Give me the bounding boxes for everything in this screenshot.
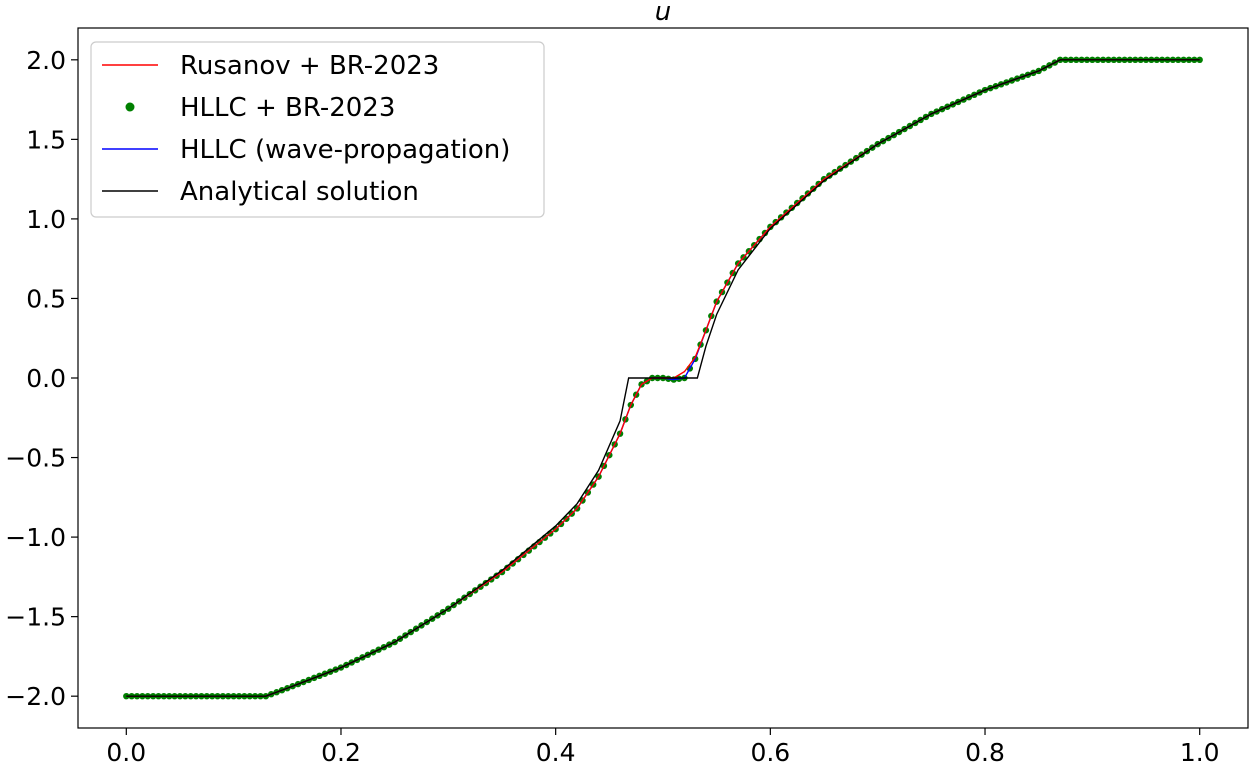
x-tick-label: 0.8: [965, 738, 1005, 767]
series-analytical-solution: [126, 59, 1200, 697]
x-tick-label: 0.6: [750, 738, 790, 767]
y-tick-label: −1.0: [5, 523, 66, 552]
y-tick-label: 1.5: [26, 125, 66, 154]
y-tick-label: 0.0: [26, 364, 66, 393]
legend: Rusanov + BR-2023 HLLC + BR-2023 HLLC (wav…: [90, 41, 545, 218]
y-tick-label: −0.5: [5, 444, 66, 473]
y-tick-label: 0.5: [26, 284, 66, 313]
x-tick-label: 0.4: [536, 738, 576, 767]
y-axis: −2.0 −1.5 −1.0 −0.5 0.0 0.5 1.0 1.5 2.0: [5, 46, 78, 711]
x-axis: 0.0 0.2 0.4 0.6 0.8 1.0: [106, 728, 1220, 767]
legend-label-rusanov-br-2023: Rusanov + BR-2023: [180, 51, 439, 81]
x-tick-label: 1.0: [1180, 738, 1220, 767]
x-tick-label: 0.0: [106, 738, 146, 767]
chart-title: u: [655, 0, 671, 27]
plot-series: [123, 56, 1203, 700]
y-tick-label: 1.0: [26, 205, 66, 234]
legend-label-hllc-wave-propagation: HLLC (wave-propagation): [180, 135, 510, 165]
legend-label-analytical-solution: Analytical solution: [180, 177, 419, 207]
x-tick-label: 0.2: [321, 738, 361, 767]
y-tick-label: 2.0: [26, 46, 66, 75]
legend-box: [90, 41, 545, 218]
legend-marker-hllc-br-2023: [125, 102, 135, 112]
y-tick-label: −2.0: [5, 682, 66, 711]
y-tick-label: −1.5: [5, 603, 66, 632]
legend-label-hllc-br-2023: HLLC + BR-2023: [180, 93, 395, 123]
